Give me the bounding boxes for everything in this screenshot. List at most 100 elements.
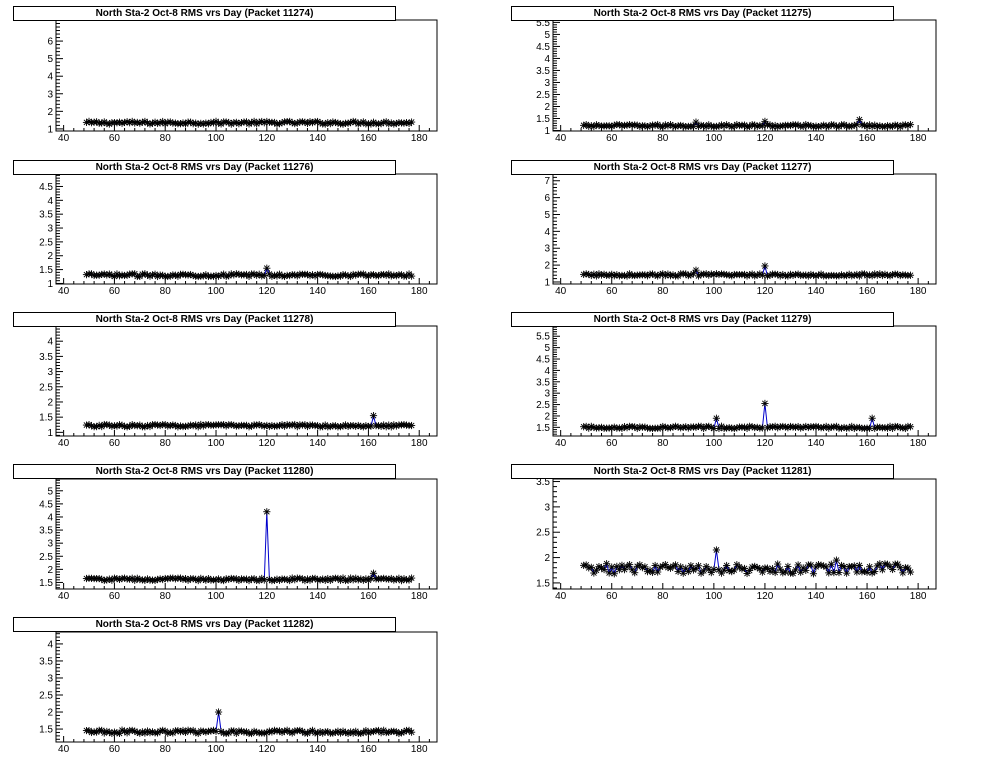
panel-title: North Sta-2 Oct-8 RMS vrs Day (Packet 11… [511, 160, 894, 175]
data-point [369, 412, 378, 420]
x-tick-label: 120 [757, 133, 774, 144]
data-point [664, 122, 672, 130]
x-tick-label: 140 [309, 286, 326, 297]
y-tick-label: 3.5 [536, 66, 550, 77]
x-tick-label: 180 [910, 438, 927, 449]
y-tick-label: 7 [544, 176, 550, 187]
x-tick-label: 140 [808, 133, 825, 144]
x-tick-label: 180 [411, 133, 428, 144]
x-tick-label: 180 [910, 286, 927, 297]
data-point [794, 561, 802, 569]
data-point [855, 116, 863, 124]
data-point [906, 121, 915, 129]
y-tick-label: 4 [47, 196, 53, 207]
x-tick-label: 80 [657, 133, 669, 144]
data-point [832, 556, 841, 564]
data-point [723, 561, 731, 570]
y-tick-label: 4 [47, 512, 53, 523]
panel-title: North Sta-2 Oct-8 RMS vrs Day (Packet 11… [511, 464, 894, 479]
data-point [730, 566, 738, 574]
data-point [597, 271, 606, 279]
series-markers [82, 508, 416, 585]
y-tick-label: 2 [47, 565, 53, 576]
data-point [899, 569, 907, 577]
x-tick-label: 40 [555, 438, 567, 449]
data-point [768, 123, 777, 131]
data-point [590, 270, 598, 278]
y-tick-label: 2 [47, 251, 53, 262]
data-point [906, 271, 915, 279]
x-tick-label: 60 [109, 438, 121, 449]
y-tick-label: 3 [544, 502, 550, 513]
data-point [781, 568, 789, 576]
plot-frame [55, 478, 438, 590]
x-axis: 40 60 80 100 120 140 160 180 [58, 736, 430, 755]
panel-title: North Sta-2 Oct-8 RMS vrs Day (Packet 11… [13, 464, 396, 479]
y-tick-label: 3 [47, 89, 53, 100]
x-tick-label: 40 [555, 591, 567, 602]
data-point [181, 120, 190, 128]
x-tick-label: 80 [657, 286, 669, 297]
y-tick-label: 1.5 [39, 578, 53, 589]
data-point [784, 562, 792, 571]
data-point [802, 422, 810, 431]
data-point [761, 399, 769, 408]
data-point [303, 729, 312, 737]
y-tick-label: 5.5 [536, 18, 550, 29]
y-tick-label: 1.5 [39, 265, 53, 276]
x-tick-label: 160 [859, 591, 876, 602]
x-tick-label: 80 [160, 744, 172, 755]
data-point [768, 565, 777, 573]
x-tick-label: 40 [58, 591, 70, 602]
x-tick-label: 180 [910, 133, 927, 144]
data-point [835, 568, 843, 577]
data-point [761, 262, 769, 270]
chart-panel-9: 40 60 80 100 120 140 160 180 1.5 2 2.5 3 3.5 4 [39, 631, 438, 755]
y-tick-label: 2 [47, 708, 53, 719]
data-point [807, 561, 815, 569]
x-tick-label: 180 [910, 591, 927, 602]
data-point [369, 569, 378, 577]
x-tick-label: 60 [606, 591, 618, 602]
chart-panel-3: 40 60 80 100 120 140 160 180 1 1.5 2 2.5 3 3.5 4 4.5 [39, 173, 438, 297]
data-point [871, 567, 879, 576]
y-axis: 1.5 2 2.5 3 3.5 4 4.5 5 [39, 479, 63, 589]
x-tick-label: 40 [58, 286, 70, 297]
data-point [822, 563, 830, 571]
data-point [197, 574, 205, 582]
data-point [802, 566, 810, 575]
series-markers [82, 708, 416, 738]
plot-frame [55, 325, 438, 437]
panel-title: North Sta-2 Oct-8 RMS vrs Day (Packet 11… [511, 312, 894, 327]
data-point [758, 271, 766, 279]
y-tick-label: 2 [47, 397, 53, 408]
y-axis: 11.522.533.544.555.5 [536, 18, 560, 137]
data-point [138, 728, 146, 736]
chart-panel-5: 40 60 80 100 120 140 160 180 1 1.5 2 2.5 3 3.5 4 [39, 325, 438, 449]
data-point [105, 120, 113, 128]
data-point [408, 272, 416, 280]
y-tick-label: 3 [544, 78, 550, 89]
y-tick-label: 4.5 [39, 499, 53, 510]
x-tick-label: 160 [360, 286, 377, 297]
y-tick-label: 5 [544, 343, 550, 354]
data-point [408, 118, 416, 126]
data-point [120, 574, 129, 582]
y-tick-label: 3 [47, 224, 53, 235]
data-point [689, 270, 698, 278]
y-axis: 1.5 2 2.5 3 3.5 4 [39, 633, 63, 740]
x-tick-label: 100 [208, 286, 225, 297]
panel-title: North Sta-2 Oct-8 RMS vrs Day (Packet 11… [13, 617, 396, 632]
y-tick-label: 3 [47, 539, 53, 550]
x-axis: 40 60 80 100 120 140 160 180 [58, 583, 430, 602]
x-tick-label: 160 [360, 591, 377, 602]
y-tick-label: 6 [544, 193, 550, 204]
data-point [799, 122, 807, 130]
data-point [758, 568, 766, 576]
y-axis: 1.5 2 2.5 3 3.5 [536, 477, 560, 589]
x-tick-label: 40 [555, 286, 567, 297]
x-tick-label: 160 [360, 438, 377, 449]
y-tick-label: 1.5 [39, 725, 53, 736]
data-point [904, 564, 912, 572]
data-point [651, 561, 659, 570]
